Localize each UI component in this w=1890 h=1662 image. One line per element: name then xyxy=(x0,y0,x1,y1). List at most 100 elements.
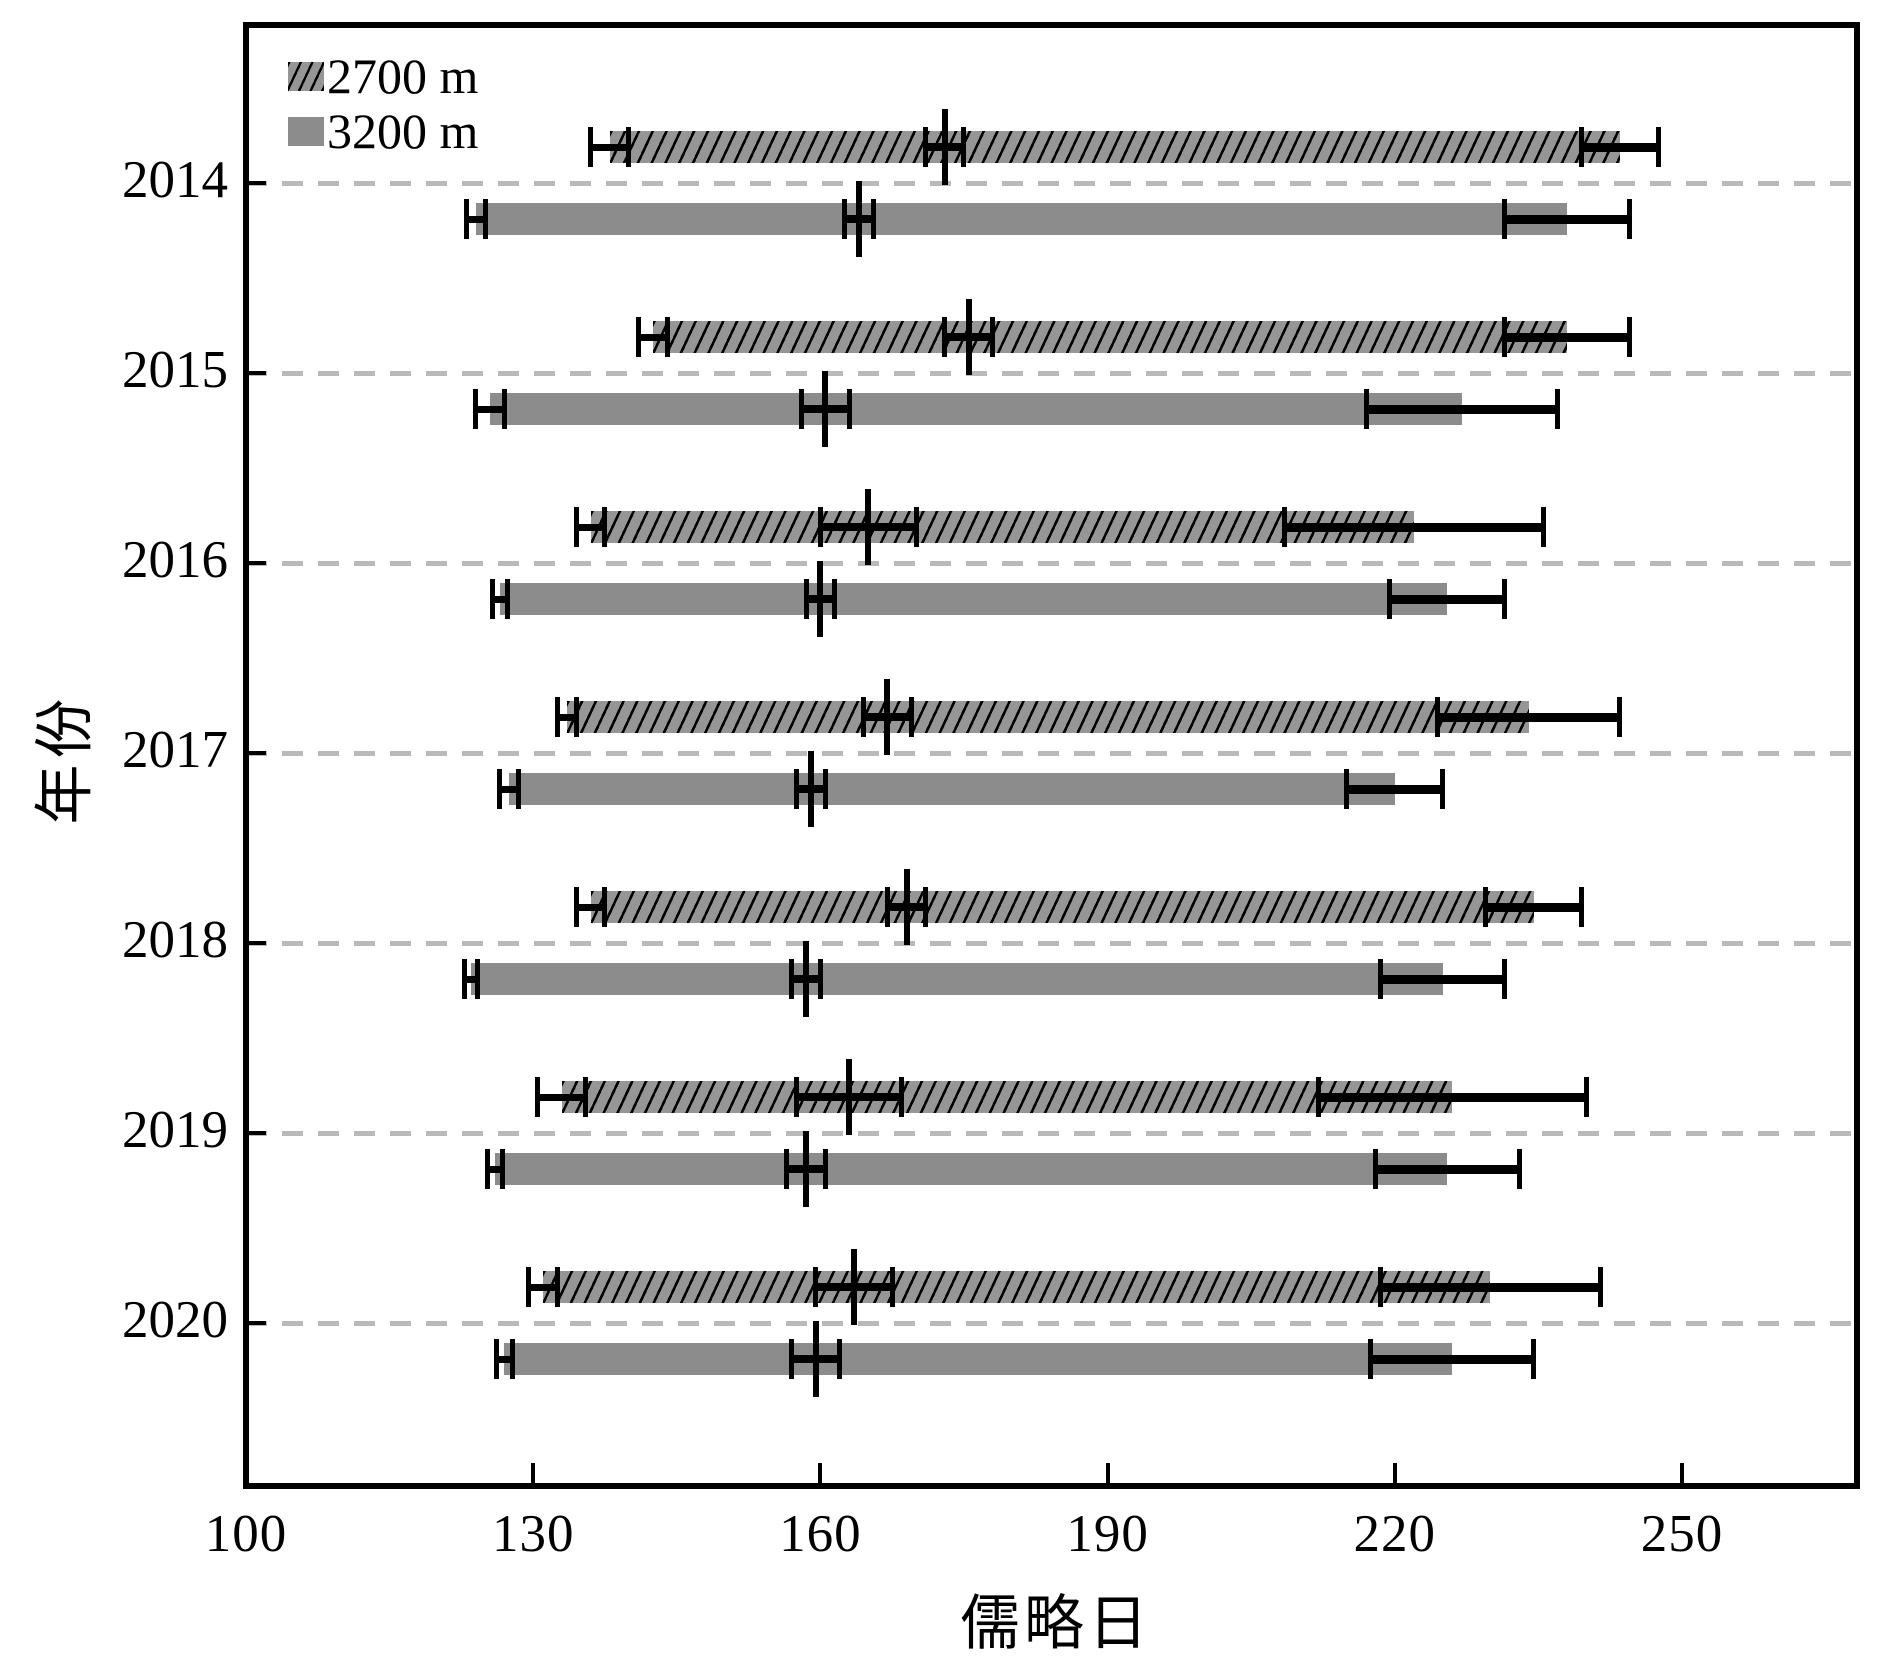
x-tick-label-100: 100 xyxy=(204,1505,288,1563)
error-line-end xyxy=(1370,1354,1534,1364)
x-tick-250 xyxy=(1679,1463,1684,1483)
error-cap-start-lo xyxy=(497,769,503,809)
y-tick-2014 xyxy=(246,181,266,185)
legend: 2700 m 3200 m xyxy=(288,51,478,156)
error-center-line xyxy=(807,751,814,827)
x-tick-label-190: 190 xyxy=(1066,1505,1149,1563)
error-cap-mid-hi xyxy=(822,1149,828,1189)
error-center-line xyxy=(803,941,810,1017)
error-line-end xyxy=(1375,1164,1520,1174)
error-cap-end-hi xyxy=(1655,127,1661,167)
error-cap-end-hi xyxy=(1502,579,1508,619)
x-tick-label-160: 160 xyxy=(779,1505,862,1563)
gridline-2020 xyxy=(246,1321,1857,1326)
error-line-start xyxy=(499,785,519,793)
y-tick-label-2016: 2016 xyxy=(122,531,228,589)
error-cap-mid-lo xyxy=(789,1339,795,1379)
error-cap-end-lo xyxy=(1377,959,1383,999)
error-center-line xyxy=(865,489,872,565)
error-cap-mid-hi xyxy=(961,127,967,167)
error-cap-start-hi xyxy=(602,887,608,927)
error-center-line xyxy=(884,679,891,755)
error-cap-mid-hi xyxy=(870,199,876,239)
x-tick-label-250: 250 xyxy=(1640,1505,1724,1563)
error-cap-end-hi xyxy=(1555,389,1560,429)
error-line-end xyxy=(1437,712,1620,722)
error-cap-start-hi xyxy=(516,769,522,809)
error-cap-start-hi xyxy=(475,959,481,999)
error-center-line xyxy=(812,1321,819,1397)
y-tick-2017 xyxy=(246,751,266,755)
error-cap-end-hi xyxy=(1583,1077,1589,1117)
error-center-line xyxy=(903,869,910,945)
error-cap-mid-hi xyxy=(832,579,838,619)
legend-item-3200m: 3200 m xyxy=(288,106,478,156)
bar-2700m-2014 xyxy=(609,131,1620,163)
error-cap-mid-lo xyxy=(860,697,866,737)
error-cap-mid-lo xyxy=(813,1267,819,1307)
error-cap-mid-hi xyxy=(899,1077,905,1117)
error-cap-end-lo xyxy=(1373,1149,1379,1189)
x-tick-100 xyxy=(244,1463,248,1483)
y-tick-2019 xyxy=(246,1131,266,1135)
error-cap-end-hi xyxy=(1516,1149,1522,1189)
error-cap-start-lo xyxy=(635,317,641,357)
error-cap-end-lo xyxy=(1315,1077,1321,1117)
error-cap-start-hi xyxy=(501,389,507,429)
error-cap-end-hi xyxy=(1502,959,1508,999)
error-cap-start-hi xyxy=(602,507,608,547)
gridline-2018 xyxy=(246,941,1857,946)
gridline-2014 xyxy=(246,181,1857,186)
error-line-start xyxy=(464,975,478,983)
x-tick-190 xyxy=(1105,1463,1110,1483)
error-cap-mid-lo xyxy=(784,1149,790,1189)
error-center-line xyxy=(846,1059,853,1135)
gridline-2019 xyxy=(246,1131,1857,1136)
y-tick-label-2018: 2018 xyxy=(122,911,228,969)
bar-3200m-2018 xyxy=(470,963,1443,995)
plot-frame xyxy=(243,22,1860,1489)
y-tick-label-2014: 2014 xyxy=(122,151,228,209)
bar-3200m-2019 xyxy=(494,1153,1448,1185)
error-cap-end-lo xyxy=(1377,1267,1383,1307)
error-cap-end-hi xyxy=(1531,1339,1537,1379)
error-line-start xyxy=(590,143,629,151)
error-line-start xyxy=(576,903,605,911)
bar-3200m-2016 xyxy=(499,583,1448,615)
error-line-start xyxy=(496,1355,513,1363)
error-line-end xyxy=(1346,784,1443,794)
error-cap-start-hi xyxy=(500,1149,506,1189)
error-cap-start-hi xyxy=(554,1267,560,1307)
error-cap-start-hi xyxy=(583,1077,589,1117)
error-line-start xyxy=(487,1165,503,1173)
error-line-start xyxy=(475,405,505,413)
error-center-line xyxy=(850,1249,857,1325)
error-cap-end-lo xyxy=(1502,317,1508,357)
error-cap-mid-hi xyxy=(837,1339,843,1379)
error-cap-start-hi xyxy=(573,697,579,737)
error-line-end xyxy=(1389,594,1505,604)
error-cap-start-hi xyxy=(664,317,670,357)
x-tick-160 xyxy=(818,1463,823,1483)
y-tick-2018 xyxy=(246,941,266,945)
error-cap-mid-lo xyxy=(817,507,823,547)
error-line-start xyxy=(557,713,577,721)
x-tick-label-220: 220 xyxy=(1353,1505,1436,1563)
error-line-end xyxy=(1504,214,1630,224)
y-tick-label-2017: 2017 xyxy=(122,721,228,779)
y-tick-2020 xyxy=(246,1321,266,1325)
error-cap-mid-hi xyxy=(990,317,996,357)
bar-3200m-2015 xyxy=(490,393,1462,425)
error-center-line xyxy=(965,299,972,375)
bar-3200m-2020 xyxy=(504,1343,1453,1375)
error-cap-end-lo xyxy=(1435,697,1441,737)
y-tick-label-2020: 2020 xyxy=(122,1291,228,1349)
legend-item-2700m: 2700 m xyxy=(288,51,478,101)
error-cap-start-lo xyxy=(461,959,467,999)
bar-2700m-2018 xyxy=(590,891,1534,923)
y-axis-title: 年份 xyxy=(32,692,99,825)
error-cap-start-lo xyxy=(535,1077,541,1117)
error-cap-mid-lo xyxy=(793,769,799,809)
error-cap-mid-lo xyxy=(798,389,804,429)
